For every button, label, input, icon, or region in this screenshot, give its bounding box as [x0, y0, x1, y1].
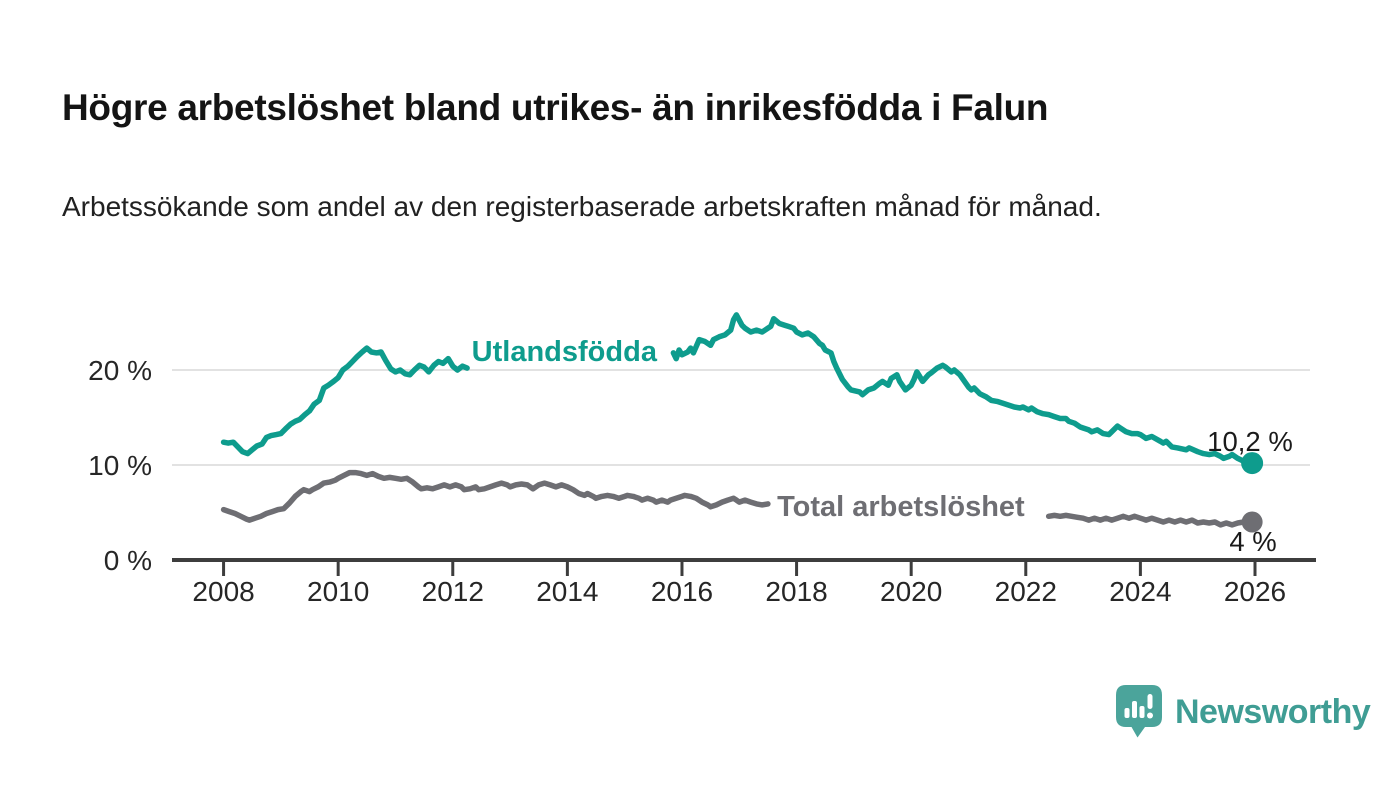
x-axis-label-2016: 2016: [651, 576, 713, 607]
series-end-dot-utlandsf-dda: [1241, 452, 1264, 475]
x-axis-label-2026: 2026: [1224, 576, 1286, 607]
x-axis-label-2018: 2018: [765, 576, 827, 607]
series-line-utlandsf-dda-segment-1: [220, 345, 470, 457]
x-axis-label-2014: 2014: [536, 576, 598, 607]
newsworthy-logo: Newsworthy: [1116, 684, 1371, 740]
series-inline-label-total-arbetsl-shet: Total arbetslöshet: [777, 491, 1025, 523]
x-axis-label-2008: 2008: [192, 576, 254, 607]
series-line-utlandsf-dda-segment-2: [670, 312, 1255, 467]
series-inline-label-utlandsf-dda: Utlandsfödda: [472, 336, 658, 368]
x-axis-label-2010: 2010: [307, 576, 369, 607]
series-end-value-total-arbetsl-shet: 4 %: [1229, 526, 1276, 557]
speech-bubble-bar-chart-icon: [1116, 685, 1162, 738]
y-axis-label-20: 20 %: [88, 355, 152, 386]
series-end-value-utlandsf-dda: 10,2 %: [1207, 426, 1293, 457]
series-line-total-arbetsl-shet-segment-2: [1045, 512, 1255, 528]
x-axis-label-2022: 2022: [995, 576, 1057, 607]
x-axis-label-2012: 2012: [422, 576, 484, 607]
newsworthy-wordmark: Newsworthy: [1175, 692, 1371, 731]
y-axis-label-0: 0 %: [104, 545, 152, 576]
page-title: Högre arbetslöshet bland utrikes- än inr…: [62, 86, 1049, 128]
x-axis-label-2024: 2024: [1109, 576, 1171, 607]
y-axis-label-10: 10 %: [88, 450, 152, 481]
x-axis-label-2020: 2020: [880, 576, 942, 607]
series-line-total-arbetsl-shet-segment-1: [220, 469, 771, 523]
page-subtitle: Arbetssökande som andel av den registerb…: [62, 191, 1102, 222]
series-end-dot-total-arbetsl-shet: [1241, 511, 1263, 533]
